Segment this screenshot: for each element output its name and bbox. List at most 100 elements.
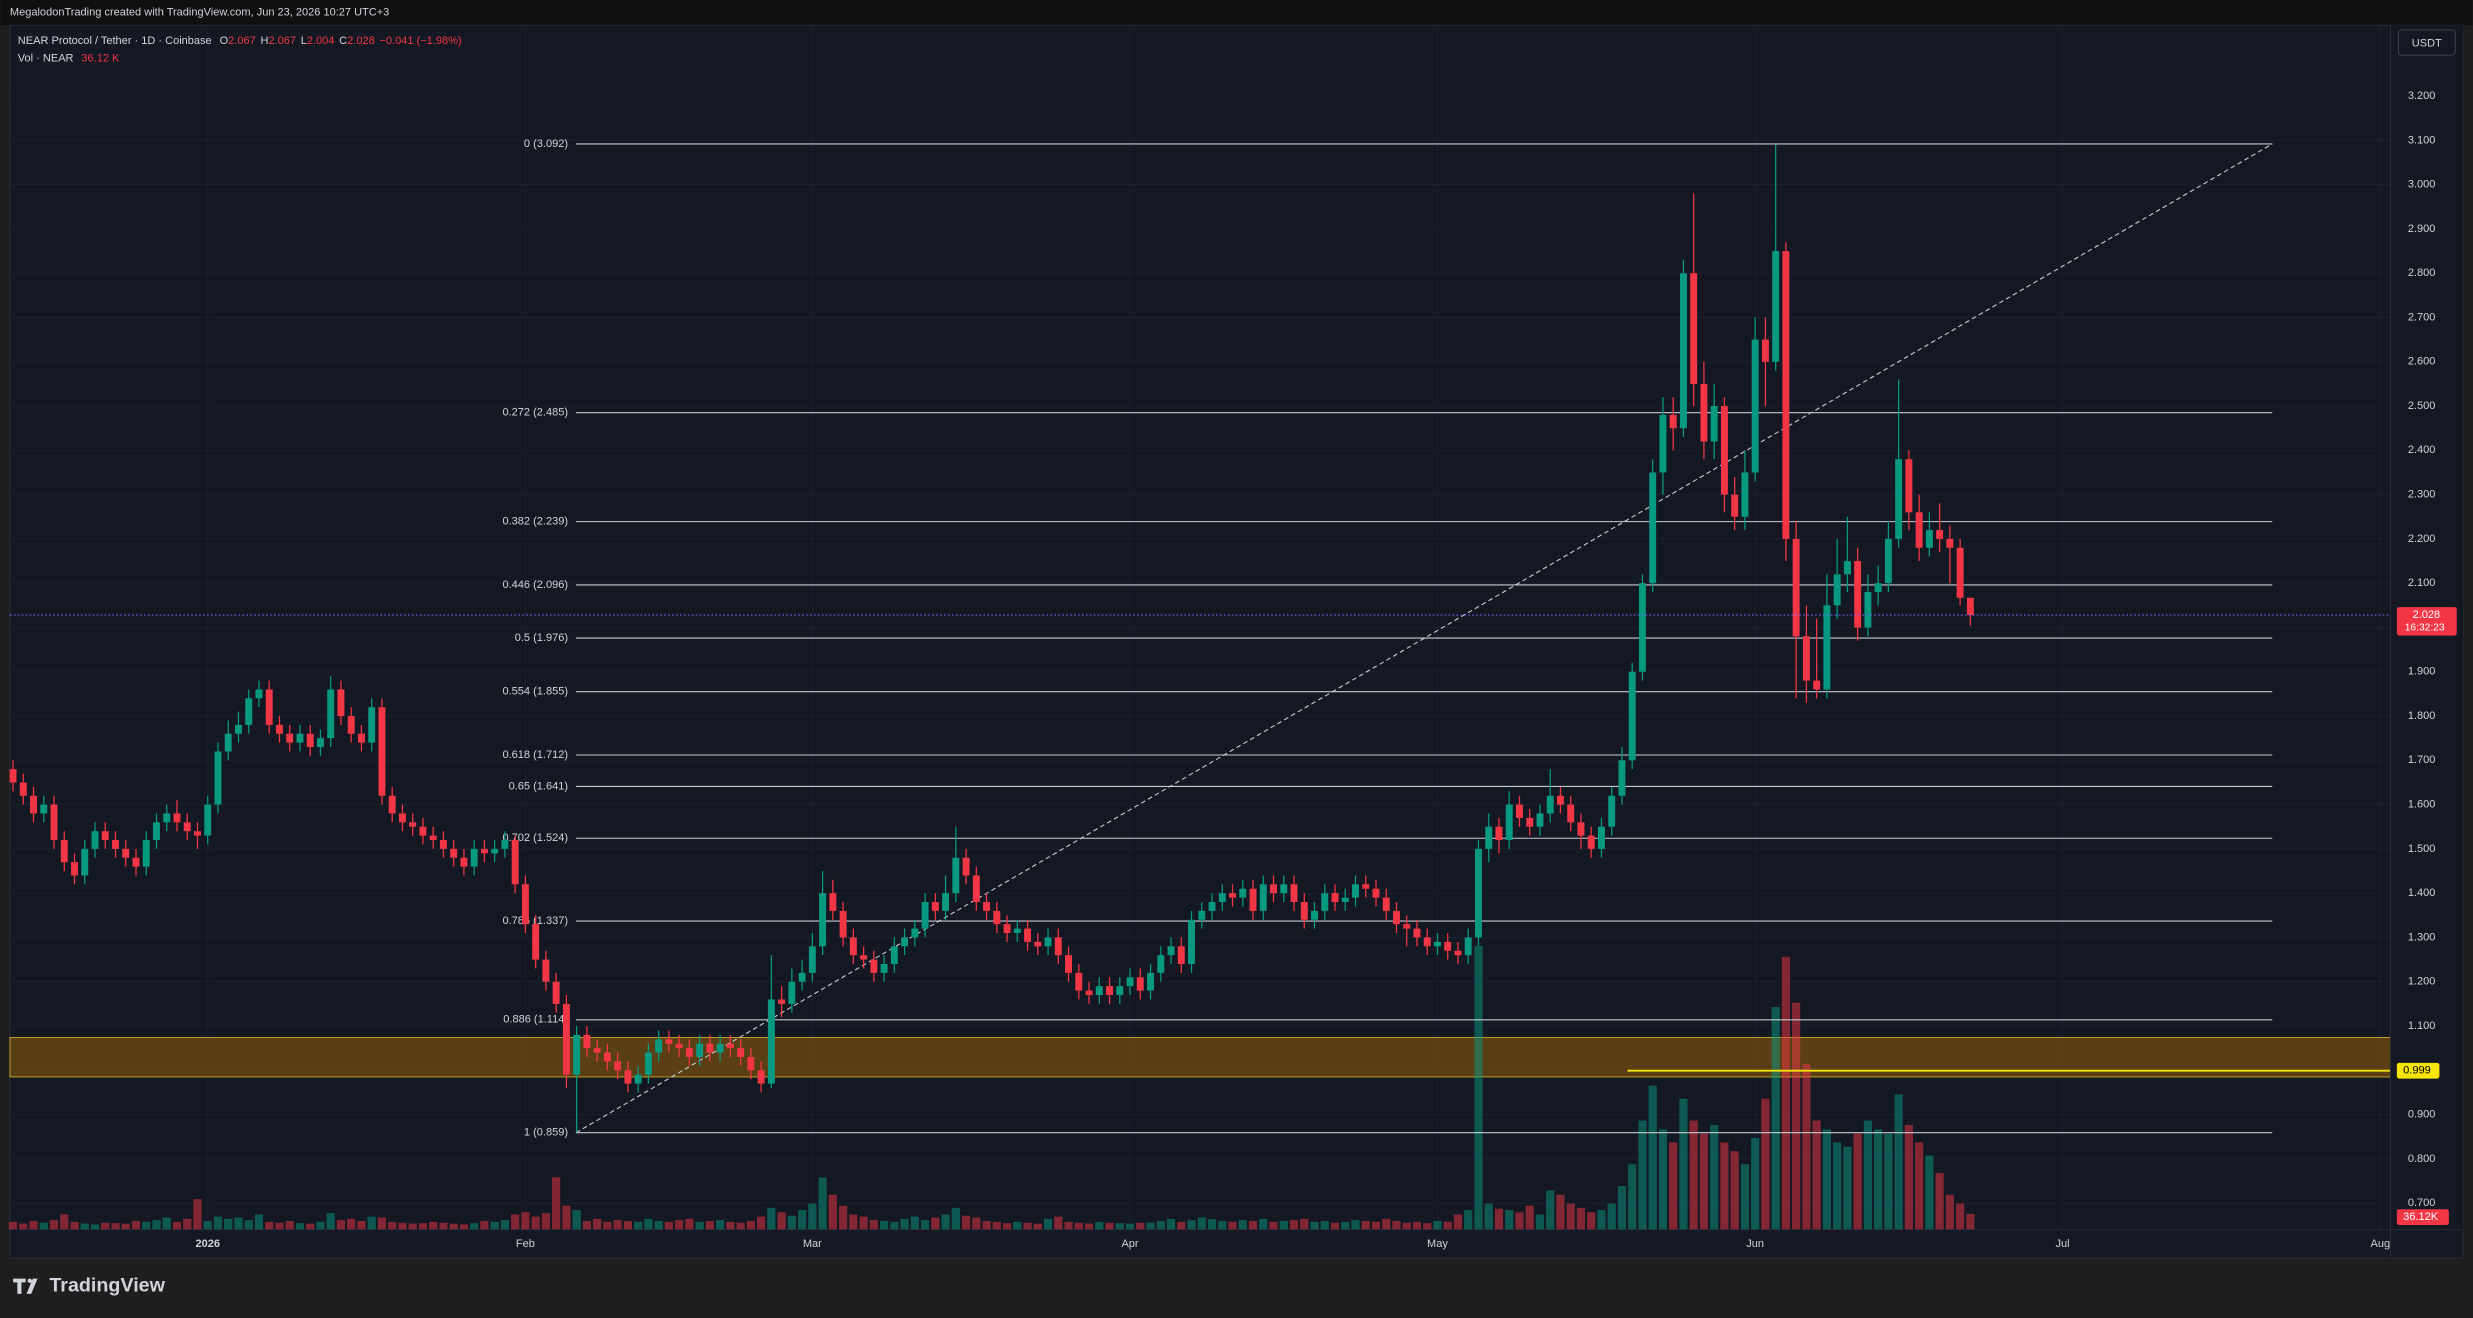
candle-body: [706, 1043, 714, 1053]
candle-body: [1546, 795, 1554, 814]
candle-body: [1587, 835, 1595, 849]
volume-bar: [326, 1213, 335, 1230]
volume-bar: [1146, 1222, 1155, 1230]
volume-value: 36.12 K: [81, 52, 120, 64]
volume-bar: [1505, 1210, 1514, 1230]
candle-body: [1515, 804, 1523, 818]
volume-bar: [1474, 945, 1483, 1230]
volume-bar: [931, 1217, 940, 1230]
countdown: 16:32:23: [2405, 622, 2445, 633]
volume-bar: [818, 1177, 827, 1230]
y-tick-label: 1.300: [2408, 931, 2436, 943]
candle-body: [798, 972, 806, 982]
candle-body: [1802, 636, 1810, 681]
y-tick-label: 2.900: [2408, 223, 2436, 235]
volume-bar: [1751, 1138, 1760, 1230]
candle-body: [1823, 605, 1831, 690]
candle-body: [716, 1043, 724, 1053]
candle-body: [30, 795, 37, 814]
candle-body: [1720, 406, 1728, 495]
volume-bar: [654, 1220, 663, 1230]
volume-bar: [1894, 1094, 1903, 1230]
volume-bar: [449, 1223, 458, 1230]
volume-bar: [1443, 1221, 1452, 1230]
candle-body: [562, 1003, 570, 1075]
candle-body: [1772, 251, 1780, 362]
volume-bar: [593, 1218, 602, 1230]
currency-button[interactable]: [2397, 29, 2456, 56]
candle-body: [962, 857, 970, 876]
candle-body: [1946, 538, 1954, 548]
volume-bar: [1433, 1220, 1442, 1230]
volume-bar: [664, 1221, 673, 1230]
volume-bar: [716, 1220, 725, 1230]
candle-body: [696, 1043, 704, 1058]
volume-bar: [70, 1221, 79, 1230]
volume-bar: [367, 1216, 376, 1230]
volume-bar: [101, 1222, 110, 1230]
volume-bar: [1638, 1120, 1647, 1230]
brand-logo: [13, 1278, 38, 1294]
candle-body: [1065, 955, 1073, 973]
volume-bar: [439, 1222, 448, 1230]
candle-body: [1239, 888, 1247, 898]
volume-bar: [1628, 1164, 1637, 1230]
candle-body: [460, 857, 468, 867]
candle-body: [1485, 826, 1493, 849]
volume-bar: [1187, 1220, 1196, 1230]
ohlc-legend: NEAR Protocol / Tether · 1D · Coinbase O2…: [18, 35, 462, 47]
ohlc-value: 2.067: [228, 35, 256, 47]
volume-bar: [1833, 1142, 1842, 1230]
volume-bar: [1177, 1221, 1186, 1230]
volume-bar: [1105, 1222, 1114, 1230]
volume-bar: [859, 1216, 868, 1230]
volume-bar: [193, 1199, 202, 1230]
candle-body: [1710, 406, 1718, 442]
y-tick-label: 1.900: [2408, 666, 2436, 678]
y-tick-label: 2.300: [2408, 489, 2436, 501]
candle-body: [194, 831, 201, 836]
volume-bar: [603, 1221, 612, 1230]
volume-bar: [1792, 1002, 1801, 1230]
volume-bar: [1843, 1146, 1852, 1230]
volume-bar: [1822, 1129, 1832, 1230]
candle-body: [583, 1034, 591, 1049]
candle-body: [675, 1043, 683, 1049]
volume-bar: [1043, 1218, 1053, 1230]
candle-body: [183, 822, 191, 832]
currency-label[interactable]: USDT: [2412, 37, 2442, 49]
y-tick-label: 1.500: [2408, 843, 2436, 855]
volume-bar: [1279, 1220, 1288, 1230]
y-tick-label: 1.700: [2408, 754, 2436, 766]
candle-body: [931, 902, 939, 911]
volume-bar: [941, 1214, 950, 1230]
candle-body: [1270, 884, 1277, 894]
candle-body: [388, 795, 396, 814]
logo-mark: [13, 1278, 26, 1294]
candle-body: [1649, 472, 1657, 584]
volume-bar: [1956, 1203, 1965, 1230]
candle-body: [1874, 583, 1882, 593]
candle-body: [849, 937, 857, 956]
candle-body: [911, 928, 919, 938]
volume-bar: [500, 1220, 510, 1230]
volume-bar: [1269, 1221, 1278, 1230]
volume-bar: [1228, 1221, 1237, 1230]
candle-body: [1659, 414, 1667, 473]
y-tick-label: 1.800: [2408, 710, 2436, 722]
candle-body: [952, 857, 960, 894]
candle-body: [1638, 583, 1646, 672]
candle-body: [1741, 472, 1749, 517]
volume-bar: [480, 1220, 489, 1230]
volume-bar: [1156, 1220, 1165, 1230]
ohlc-value: 2.004: [307, 35, 335, 47]
y-tick-label: 2.200: [2408, 533, 2436, 545]
candle-body: [921, 902, 929, 929]
volume-bar: [736, 1222, 745, 1230]
candle-body: [1884, 538, 1892, 584]
volume-bar: [1402, 1222, 1411, 1230]
candle-body: [1116, 986, 1124, 996]
volume-bar: [1761, 1098, 1770, 1230]
candle-body: [1106, 986, 1114, 996]
candle-body: [255, 689, 263, 699]
